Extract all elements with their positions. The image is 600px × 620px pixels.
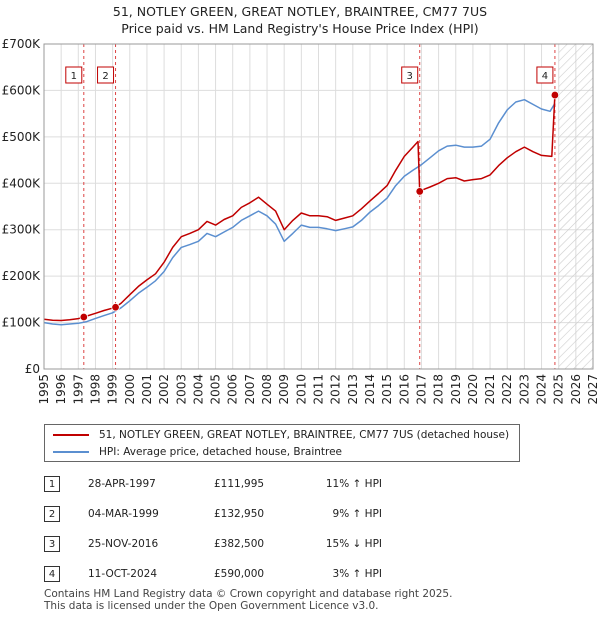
x-tick-label: 2011 <box>312 374 326 405</box>
x-tick-label: 2004 <box>191 374 205 405</box>
x-tick-label: 1998 <box>88 374 102 405</box>
sale-price: £382,500 <box>214 538 265 550</box>
legend-item-hpi: HPI: Average price, detached house, Brai… <box>53 444 342 460</box>
x-tick-label: 2020 <box>466 374 480 405</box>
x-tick-label: 1997 <box>71 374 85 405</box>
plot-frame <box>43 43 594 370</box>
y-tick-label: £400K <box>2 176 42 190</box>
x-tick-label: 1996 <box>54 374 68 405</box>
sale-marker-box <box>65 66 83 84</box>
x-tick-label: 2019 <box>449 374 463 405</box>
y-tick-label: £700K <box>2 37 42 51</box>
x-tick-label: 2006 <box>226 374 240 405</box>
legend: 51, NOTLEY GREEN, GREAT NOTLEY, BRAINTRE… <box>44 424 520 462</box>
y-tick-label: £100K <box>2 316 42 330</box>
sale-row: 4 11-OCT-2024 £590,000 3% ↑ HPI <box>44 566 444 584</box>
sale-marker-label: 2 <box>102 71 108 82</box>
sale-marker-box <box>97 66 115 84</box>
sale-date: 25-NOV-2016 <box>88 538 159 550</box>
x-tick-label: 2009 <box>277 374 291 405</box>
sale-marker-box <box>401 66 419 84</box>
legend-label-hpi: HPI: Average price, detached house, Brai… <box>99 446 343 458</box>
property-price-line <box>44 95 556 322</box>
x-tick-label: 2001 <box>140 374 154 405</box>
sale-number-badge: 3 <box>44 536 60 552</box>
sale-dots <box>79 90 560 322</box>
x-tick-label: 2025 <box>552 374 566 405</box>
sale-row: 2 04-MAR-1999 £132,950 9% ↑ HPI <box>44 506 444 524</box>
hpi-line <box>44 98 556 326</box>
x-tick-label: 2016 <box>397 374 411 405</box>
footer-copyright: Contains HM Land Registry data © Crown c… <box>44 588 453 600</box>
sale-date: 11-OCT-2024 <box>88 568 157 580</box>
x-tick-label: 2000 <box>123 374 137 405</box>
sale-hpi-change: 11% ↑ HPI <box>325 478 382 490</box>
x-tick-label: 2015 <box>380 374 394 405</box>
footer: Contains HM Land Registry data © Crown c… <box>44 588 453 612</box>
legend-item-property: 51, NOTLEY GREEN, GREAT NOTLEY, BRAINTRE… <box>53 427 509 443</box>
sale-date: 04-MAR-1999 <box>88 508 159 520</box>
x-tick-label: 1999 <box>106 374 120 405</box>
price-chart: 1 2 3 4 £0 £100K £200K £300K £400K £500K £600K £70… <box>2 37 600 405</box>
x-tick-label: 2002 <box>157 374 171 405</box>
legend-label-property: 51, NOTLEY GREEN, GREAT NOTLEY, BRAINTRE… <box>99 429 510 441</box>
y-tick-label: £500K <box>2 130 42 144</box>
x-tick-label: 2022 <box>500 374 514 405</box>
footer-licence: This data is licensed under the Open Gov… <box>44 599 379 612</box>
sale-hpi-change: 3% ↑ HPI <box>332 568 382 580</box>
sale-date: 28-APR-1997 <box>88 478 156 490</box>
sale-point <box>79 312 89 322</box>
legend-swatch-property <box>53 434 89 436</box>
x-tick-label: 2024 <box>535 374 549 405</box>
y-tick-label: £0 <box>25 362 40 376</box>
sale-marker-label: 4 <box>542 71 548 82</box>
x-tick-label: 2013 <box>346 374 360 405</box>
x-tick-label: 2017 <box>414 374 428 405</box>
chart-title: 51, NOTLEY GREEN, GREAT NOTLEY, BRAINTRE… <box>0 3 600 37</box>
x-tick-label: 2018 <box>432 374 446 405</box>
x-tick-label: 2027 <box>586 374 600 405</box>
sale-price: £111,995 <box>214 478 265 490</box>
x-tick-label: 2007 <box>243 374 257 405</box>
x-tick-label: 2021 <box>483 374 497 405</box>
y-tick-label: £200K <box>2 269 42 283</box>
x-tick-label: 2010 <box>294 374 308 405</box>
sale-hpi-change: 9% ↑ HPI <box>332 508 382 520</box>
sale-point <box>111 303 120 312</box>
sale-marker-label: 3 <box>407 71 413 82</box>
sale-number-badge: 1 <box>44 476 60 492</box>
x-tick-label: 2005 <box>209 374 223 405</box>
future-shade <box>558 44 593 369</box>
x-tick-label: 2008 <box>260 374 274 405</box>
sale-point <box>550 90 560 100</box>
sale-price: £590,000 <box>214 568 265 580</box>
sale-price: £132,950 <box>214 508 265 520</box>
axes: £0 £100K £200K £300K £400K £500K £600K £700K 199… <box>2 37 600 405</box>
x-tick-label: 2003 <box>174 374 188 405</box>
grid <box>43 43 594 370</box>
y-tick-label: £300K <box>2 223 42 237</box>
x-tick-label: 2023 <box>517 374 531 405</box>
title-line-1: 51, NOTLEY GREEN, GREAT NOTLEY, BRAINTRE… <box>112 4 488 19</box>
x-tick-label: 2014 <box>363 374 377 405</box>
sale-number-badge: 4 <box>44 566 60 582</box>
sale-hpi-change: 15% ↓ HPI <box>325 538 382 550</box>
sale-marker-box <box>536 66 554 84</box>
future-hatch <box>558 44 593 369</box>
x-tick-label: 1995 <box>37 374 51 405</box>
sale-point <box>415 187 424 196</box>
sale-marker-label: 1 <box>71 71 77 82</box>
x-tick-label: 2012 <box>329 374 343 405</box>
series-lines <box>44 95 556 326</box>
sale-row: 1 28-APR-1997 £111,995 11% ↑ HPI <box>44 476 444 494</box>
sale-number-badge: 2 <box>44 506 60 522</box>
legend-swatch-hpi <box>53 451 89 453</box>
sale-row: 3 25-NOV-2016 £382,500 15% ↓ HPI <box>44 536 444 554</box>
x-tick-label: 2026 <box>569 374 583 405</box>
y-tick-label: £600K <box>2 83 42 97</box>
title-line-2: Price paid vs. HM Land Registry's House … <box>121 21 479 36</box>
